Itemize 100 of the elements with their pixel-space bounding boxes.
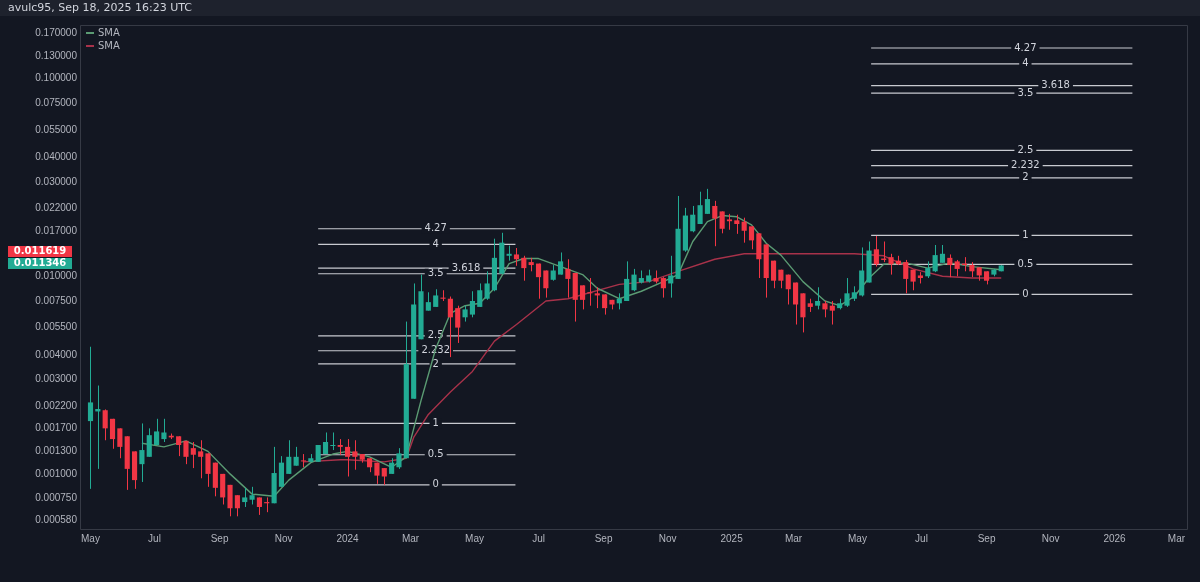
candlestick	[477, 282, 483, 308]
annotation: 0.5	[1017, 257, 1034, 269]
candlestick	[344, 438, 351, 477]
x-tick-label: May	[465, 532, 484, 544]
candlestick	[205, 452, 211, 488]
candlestick	[543, 269, 549, 299]
candlestick	[903, 259, 909, 294]
candlestick	[455, 305, 461, 344]
candlestick	[594, 286, 600, 309]
candlestick	[631, 268, 637, 292]
candlestick	[146, 427, 152, 458]
annotation: 0	[432, 478, 439, 490]
annotation: 3.618	[1041, 79, 1070, 91]
candlestick	[469, 290, 475, 318]
candlestick	[396, 447, 402, 470]
annotation: 3.618	[451, 261, 481, 273]
x-tick-label: May	[81, 532, 100, 544]
candlestick	[873, 235, 879, 268]
candlestick	[704, 188, 711, 215]
candlestick	[815, 286, 821, 310]
candlestick	[712, 200, 718, 247]
candlestick	[734, 214, 740, 235]
x-tick-label: 2026	[1103, 532, 1127, 544]
candlestick	[785, 274, 791, 305]
candlestick	[190, 441, 196, 469]
y-tick-label: 0.000750	[35, 492, 78, 504]
text: 0.011619	[13, 245, 67, 257]
annotation: 4	[1022, 57, 1029, 69]
candlestick	[117, 427, 123, 459]
y-tick-label: 0.007500	[35, 294, 78, 306]
y-tick-label: 0.130000	[35, 49, 78, 61]
x-tick-label: Jul	[148, 532, 161, 544]
candlestick	[234, 494, 240, 517]
y-tick-label: 0.003000	[35, 373, 78, 385]
candlestick	[300, 453, 307, 468]
annotation: 0.5	[427, 448, 444, 460]
candlestick	[198, 439, 204, 479]
y-tick-label: 0.170000	[35, 26, 78, 38]
x-tick-label: Jul	[915, 532, 928, 544]
candlestick	[102, 408, 108, 441]
candlestick	[947, 253, 953, 278]
candlestick	[660, 276, 666, 299]
candlestick	[565, 258, 571, 299]
candlestick	[154, 418, 160, 446]
candlestick	[440, 289, 446, 302]
y-tick-label: 0.005500	[35, 321, 78, 333]
y-tick-label: 0.055000	[35, 123, 78, 135]
candlestick	[109, 418, 116, 450]
candlestick	[161, 418, 167, 443]
candlestick	[87, 346, 94, 490]
y-tick-label: 0.004000	[35, 348, 78, 360]
x-tick-label: Sep	[977, 532, 996, 544]
x-tick-label: Jul	[532, 532, 545, 544]
y-tick-label: 0.001300	[35, 445, 78, 457]
candlestick	[748, 225, 755, 250]
candlestick	[800, 292, 806, 333]
x-tick-label: Nov	[1041, 532, 1060, 544]
candlestick	[793, 282, 799, 326]
legend-label: SMA	[98, 39, 120, 51]
candlestick	[602, 293, 608, 316]
x-tick-label: Mar	[784, 532, 803, 544]
candlestick	[690, 205, 696, 233]
y-tick-label: 0.017000	[35, 224, 78, 236]
candlestick	[557, 251, 564, 276]
candlestick	[770, 260, 777, 289]
candlestick	[719, 210, 725, 234]
x-tick-label: Mar	[1167, 532, 1186, 544]
candlestick	[697, 191, 703, 225]
annotation: 4	[432, 238, 439, 250]
x-tick-label: Sep	[594, 532, 613, 544]
annotation: 4.27	[1014, 41, 1037, 53]
candlestick	[535, 263, 542, 300]
candlestick	[176, 435, 182, 457]
x-tick-label: May	[848, 532, 867, 544]
candlestick	[580, 284, 586, 310]
annotation: 3.5	[1017, 86, 1034, 98]
candlestick	[286, 439, 292, 475]
annotation: 1	[1022, 229, 1029, 241]
x-tick-label: Nov	[274, 532, 293, 544]
candlestick	[668, 255, 674, 299]
y-tick-label: 0.001700	[35, 422, 78, 434]
annotation: 2.232	[1011, 159, 1040, 171]
y-tick-label: 0.001000	[35, 467, 78, 479]
candlestick	[352, 439, 358, 471]
candlestick	[425, 291, 431, 312]
candlestick	[829, 300, 835, 326]
y-tick-label: 0.000580	[35, 514, 78, 526]
y-tick-label: 0.075000	[35, 97, 78, 109]
candlestick	[932, 244, 938, 273]
annotation: 1	[432, 417, 439, 429]
y-tick-label: 0.022000	[35, 202, 78, 214]
candlestick	[242, 487, 248, 508]
y-tick-label: 0.040000	[35, 151, 78, 163]
candlestick	[220, 473, 226, 505]
x-tick-label: 2025	[720, 532, 744, 544]
annotation: 4.27	[424, 222, 447, 234]
candlestick	[293, 446, 299, 467]
candlestick	[624, 260, 630, 302]
x-tick-label: Nov	[658, 532, 677, 544]
text: 0.011346	[13, 257, 67, 269]
